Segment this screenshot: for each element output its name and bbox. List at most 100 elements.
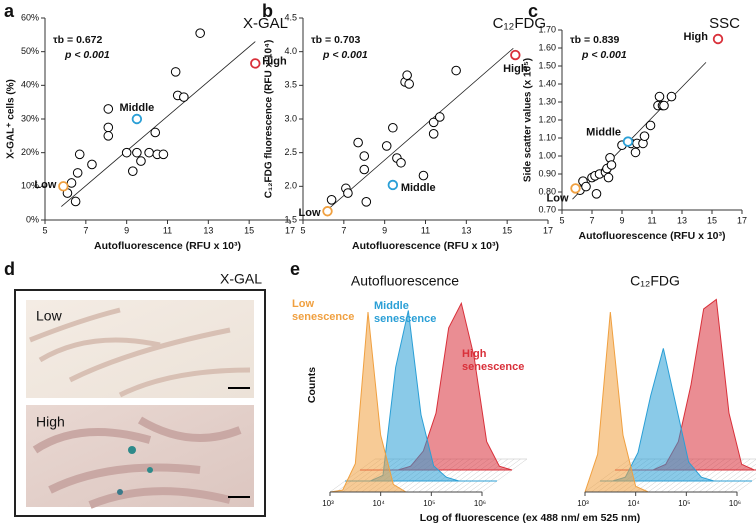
panel-title: X-GAL	[243, 15, 288, 32]
x-tick-label: 13	[461, 225, 471, 235]
data-point	[570, 183, 581, 194]
y-tick-label: 60%	[21, 12, 39, 22]
series-label: Low senescence	[292, 298, 355, 323]
data-point	[654, 91, 665, 102]
data-point	[131, 113, 143, 125]
y-axis-title: C₁₂FDG fluorescence (RFU x 10⁴)	[264, 40, 275, 199]
data-point	[353, 137, 363, 148]
floor-line	[730, 473, 756, 493]
point-label: Low	[34, 179, 56, 191]
data-point	[361, 197, 372, 207]
data-point	[659, 100, 669, 111]
data-point	[381, 141, 392, 151]
data-point	[72, 168, 83, 178]
point-label: High	[503, 63, 528, 75]
y-tick-label: 3.0	[284, 113, 297, 123]
x-tick-label: 10⁶	[474, 499, 486, 508]
data-point	[451, 65, 461, 76]
p-label: p < 0.001	[322, 49, 368, 61]
point-label: Middle	[401, 182, 436, 194]
y-tick-label: 10%	[21, 181, 39, 191]
data-point	[387, 179, 399, 191]
stain-spot	[128, 446, 136, 454]
x-tick-label: 10³	[322, 499, 334, 508]
point-label: Middle	[586, 127, 621, 139]
x-tick-label: 10⁵	[678, 499, 690, 508]
data-point	[630, 147, 641, 158]
x-axis-title: Autofluorescence (RFU x 10³)	[94, 240, 241, 252]
floor-line	[469, 458, 515, 493]
data-point	[428, 129, 439, 139]
y-tick-label: 2.0	[284, 181, 297, 191]
data-point	[103, 104, 114, 114]
y-tick-label: 20%	[21, 147, 39, 157]
x-tick-label: 5	[42, 225, 47, 235]
y-tick-label: 0.90	[538, 168, 556, 178]
data-point	[87, 159, 97, 170]
data-point	[434, 112, 445, 122]
data-point	[645, 120, 656, 131]
y-tick-label: 1.10	[538, 132, 556, 142]
point-label: Middle	[119, 102, 154, 114]
data-point	[359, 164, 370, 175]
x-tick-label: 11	[647, 215, 656, 225]
x-tick-label: 10³	[577, 499, 589, 508]
y-tick-label: 1.50	[538, 60, 556, 70]
stain-spot	[147, 467, 153, 473]
floor-line	[736, 477, 756, 493]
data-point	[581, 181, 591, 192]
point-label: Low	[547, 192, 569, 204]
x-tick-label: 9	[124, 225, 129, 235]
floor-line	[711, 459, 756, 493]
data-point	[70, 196, 81, 207]
data-point	[150, 127, 161, 138]
y-tick-label: 1.5	[284, 214, 297, 224]
data-point	[606, 160, 617, 170]
cell-shapes	[29, 307, 251, 398]
y-tick-label: 1.20	[538, 114, 556, 124]
y-tick-label: 30%	[21, 113, 39, 123]
data-point	[396, 157, 406, 168]
floor-line	[481, 458, 528, 493]
x-tick-label: 15	[502, 225, 512, 235]
x-tick-label: 11	[163, 225, 172, 235]
x-tick-label: 5	[559, 215, 564, 225]
y-tick-label: 1.40	[538, 78, 556, 88]
y-axis-title: X-GAL⁺ cells (%)	[6, 79, 17, 159]
data-point	[402, 70, 412, 81]
y-axis-title: Counts	[306, 367, 318, 403]
x-axis-title: Log of fluorescence (ex 488 nm/ em 525 n…	[420, 512, 641, 524]
y-tick-label: 40%	[21, 80, 39, 90]
y-tick-label: 1.70	[538, 24, 556, 34]
data-point	[132, 147, 142, 158]
y-tick-label: 0.80	[538, 186, 556, 196]
trend-line	[61, 41, 256, 207]
panel-letter: a	[4, 1, 15, 21]
panel-letter: c	[528, 1, 538, 21]
y-tick-label: 1.30	[538, 96, 556, 106]
x-tick-label: 15	[244, 225, 254, 235]
point-label: High	[262, 55, 287, 67]
series-label: High senescence	[462, 348, 525, 373]
x-tick-label: 5	[300, 225, 305, 235]
data-point	[74, 149, 85, 160]
data-point	[103, 122, 114, 133]
x-tick-label: 11	[421, 225, 430, 235]
x-axis-title: Autofluorescence (RFU x 10³)	[578, 230, 725, 242]
data-point	[158, 149, 169, 160]
data-point	[322, 206, 333, 217]
data-point	[622, 136, 634, 147]
y-tick-label: 0.70	[538, 204, 556, 214]
x-tick-label: 7	[341, 225, 346, 235]
stat-label: τb = 0.672	[53, 34, 103, 46]
data-point	[388, 122, 398, 133]
data-point	[144, 147, 154, 158]
cell-shapes	[32, 416, 242, 509]
histogram-area	[615, 298, 756, 471]
point-label: Low	[299, 207, 321, 219]
data-point	[121, 147, 132, 158]
y-tick-label: 4.0	[284, 46, 297, 56]
stain-spot	[117, 489, 123, 495]
